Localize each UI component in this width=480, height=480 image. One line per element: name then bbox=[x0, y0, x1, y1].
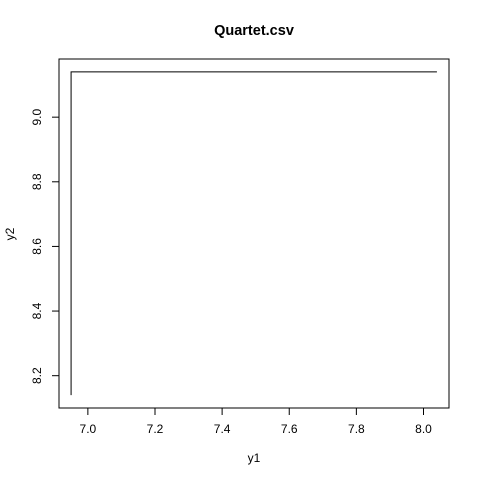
y-axis-label: y2 bbox=[3, 227, 17, 240]
x-tick-label: 7.2 bbox=[147, 422, 164, 436]
series-line bbox=[70, 71, 437, 396]
x-tick-label: 7.6 bbox=[281, 422, 298, 436]
y-tick-label: 8.4 bbox=[30, 302, 44, 319]
y-tick-label: 8.8 bbox=[30, 173, 44, 190]
x-tick-label: 7.0 bbox=[80, 422, 97, 436]
series-layer bbox=[70, 71, 437, 396]
y-tick-label: 8.6 bbox=[30, 238, 44, 255]
x-tick-label: 8.0 bbox=[415, 422, 432, 436]
x-tick-label: 7.8 bbox=[348, 422, 365, 436]
chart-title: Quartet.csv bbox=[214, 23, 294, 39]
x-axis-label: y1 bbox=[248, 451, 261, 465]
x-axis: 7.0 7.2 7.4 7.6 7.8 8.0 bbox=[80, 407, 432, 436]
y-tick-label: 9.0 bbox=[30, 109, 44, 126]
plot-frame bbox=[58, 58, 450, 409]
x-tick-label: 7.4 bbox=[214, 422, 231, 436]
y-tick-label: 8.2 bbox=[30, 367, 44, 384]
y-axis: 8.2 8.4 8.6 8.8 9.0 bbox=[30, 109, 60, 384]
